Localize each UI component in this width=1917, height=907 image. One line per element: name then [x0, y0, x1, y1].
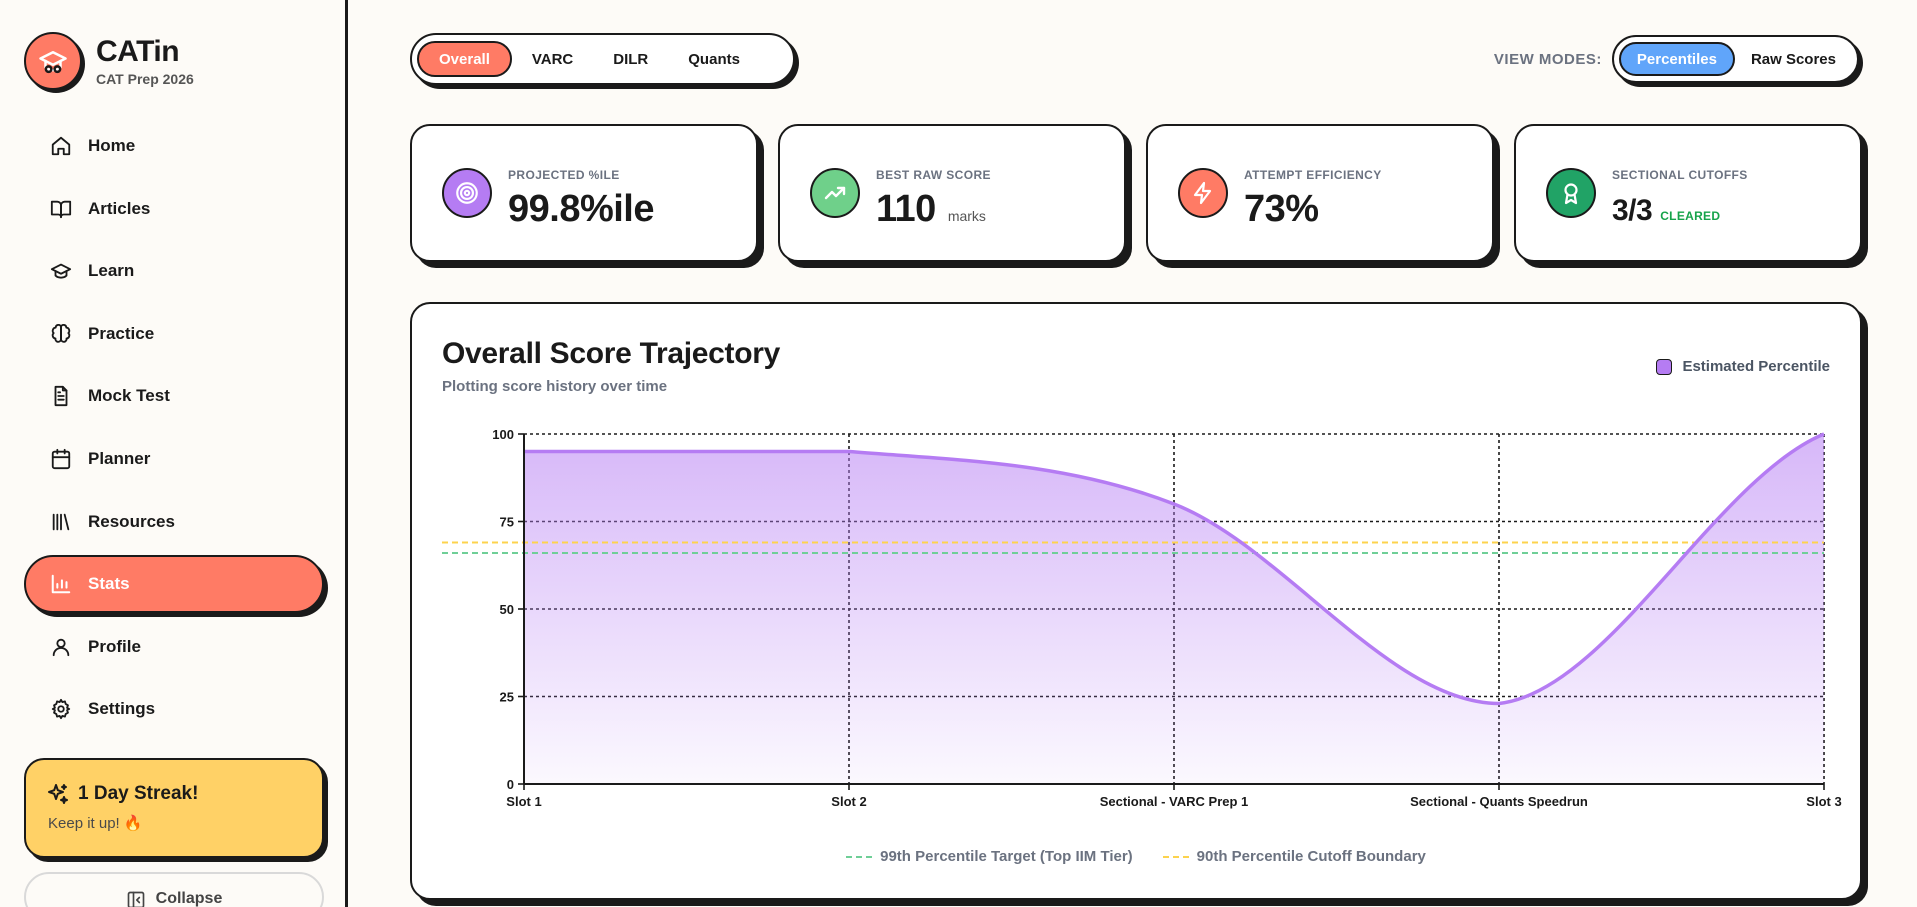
sidebar-item-label: Stats	[88, 574, 130, 594]
x-tick-label: Slot 3	[1806, 794, 1841, 809]
streak-subtitle: Keep it up! 🔥	[48, 815, 143, 832]
stat-card-projected-percentile: PROJECTED %ILE 99.8%ile	[410, 124, 758, 262]
sidebar-item-profile[interactable]: Profile	[24, 618, 324, 676]
chart-panel: Overall Score Trajectory Plotting score …	[410, 302, 1862, 900]
sidebar-item-stats[interactable]: Stats	[24, 555, 324, 614]
trending-up-icon	[810, 168, 860, 218]
stat-label: SECTIONAL CUTOFFS	[1612, 168, 1748, 182]
sparkles-icon	[46, 782, 70, 806]
stat-card-attempt-efficiency: ATTEMPT EFFICIENCY 73%	[1146, 124, 1494, 262]
view-mode-toggle: Percentiles Raw Scores	[1611, 35, 1859, 83]
gear-icon	[48, 696, 74, 722]
award-icon	[1546, 168, 1596, 218]
target-icon	[442, 168, 492, 218]
reference-lines-legend: 99th Percentile Target (Top IIM Tier) 90…	[412, 848, 1860, 865]
graduation-cap-logo-icon	[24, 32, 82, 90]
sidebar-item-label: Mock Test	[88, 386, 170, 406]
sidebar-item-label: Resources	[88, 511, 175, 531]
sidebar-item-learn[interactable]: Learn	[24, 242, 324, 300]
view-modes-label: VIEW MODES:	[1493, 50, 1602, 68]
y-tick-label: 100	[492, 427, 514, 442]
view-modes: VIEW MODES: Percentiles Raw Scores	[1494, 35, 1859, 83]
sidebar-item-resources[interactable]: Resources	[24, 493, 324, 551]
percentiles-mode-button[interactable]: Percentiles	[1618, 42, 1735, 76]
legend-item-90th-cutoff[interactable]: 90th Percentile Cutoff Boundary	[1162, 848, 1426, 865]
chart-legend[interactable]: Estimated Percentile	[1656, 358, 1830, 375]
legend-label: 99th Percentile Target (Top IIM Tier)	[880, 848, 1133, 865]
y-tick-label: 75	[500, 515, 514, 530]
book-icon	[48, 196, 74, 222]
stat-value: 3/3	[1612, 194, 1653, 227]
x-tick-label: Slot 2	[831, 794, 866, 809]
sidebar-item-label: Profile	[88, 636, 141, 656]
streak-card: 1 Day Streak! Keep it up! 🔥	[24, 758, 324, 858]
sidebar-item-label: Articles	[88, 198, 151, 218]
sidebar-item-label: Learn	[88, 261, 135, 281]
legend-swatch	[1656, 358, 1673, 375]
sidebar-item-practice[interactable]: Practice	[24, 305, 324, 363]
sidebar-item-mock-test[interactable]: Mock Test	[24, 367, 324, 425]
file-text-icon	[48, 383, 74, 409]
home-icon	[48, 133, 74, 159]
stat-unit: marks	[947, 208, 986, 224]
stat-value: 110	[876, 188, 936, 230]
brand[interactable]: CATin CAT Prep 2026	[24, 32, 194, 90]
streak-title: 1 Day Streak!	[78, 783, 199, 804]
tab-varc[interactable]: VARC	[531, 50, 574, 68]
legend-item-99th-target[interactable]: 99th Percentile Target (Top IIM Tier)	[846, 848, 1133, 865]
collapse-label: Collapse	[155, 890, 223, 907]
sidebar-item-planner[interactable]: Planner	[24, 430, 324, 488]
stat-label: BEST RAW SCORE	[876, 168, 991, 182]
legend-dash	[1162, 855, 1189, 858]
sidebar-nav: Home Articles Learn Practice Mock Test	[24, 117, 324, 743]
bar-chart-icon	[48, 571, 74, 597]
stat-card-best-raw-score: BEST RAW SCORE 110 marks	[778, 124, 1126, 262]
user-icon	[48, 634, 74, 660]
raw-scores-mode-button[interactable]: Raw Scores	[1750, 50, 1836, 68]
tab-quants[interactable]: Quants	[688, 50, 740, 68]
tab-overall[interactable]: Overall	[417, 41, 512, 77]
stat-label: PROJECTED %ILE	[508, 168, 620, 182]
legend-label: 90th Percentile Cutoff Boundary	[1196, 848, 1426, 865]
brand-title: CATin	[96, 35, 180, 68]
trajectory-chart: 0 25 50 75 100 Slot 1 Slot 2 Sectional - VARC P…	[442, 427, 1842, 809]
sidebar-item-label: Planner	[88, 448, 151, 468]
library-icon	[48, 509, 74, 535]
y-tick-label: 0	[507, 777, 514, 792]
sidebar-item-home[interactable]: Home	[24, 117, 324, 175]
stat-value: 73%	[1244, 188, 1319, 230]
tab-dilr[interactable]: DILR	[613, 50, 649, 68]
chart-subtitle: Plotting score history over time	[442, 378, 668, 395]
legend-label: Estimated Percentile	[1682, 358, 1830, 375]
chart-title: Overall Score Trajectory	[442, 337, 780, 370]
brain-icon	[48, 321, 74, 347]
sidebar-item-label: Home	[88, 136, 136, 155]
x-tick-label: Sectional - Quants Speedrun	[1410, 794, 1588, 809]
sidebar-item-label: Practice	[88, 323, 155, 343]
stat-card-sectional-cutoffs: SECTIONAL CUTOFFS 3/3 CLEARED	[1514, 124, 1862, 262]
x-tick-label: Slot 1	[506, 794, 541, 809]
stat-label: ATTEMPT EFFICIENCY	[1244, 168, 1382, 182]
graduation-cap-icon	[48, 258, 74, 284]
section-tabs: Overall VARC DILR Quants	[410, 33, 795, 85]
stat-value: 99.8%ile	[508, 188, 655, 230]
sidebar-item-articles[interactable]: Articles	[24, 180, 324, 238]
y-tick-label: 50	[500, 602, 514, 617]
series-line	[524, 432, 1825, 706]
sidebar-item-settings[interactable]: Settings	[24, 680, 324, 738]
collapse-button[interactable]: Collapse	[24, 872, 324, 907]
x-tick-label: Sectional - VARC Prep 1	[1100, 794, 1249, 809]
y-tick-label: 25	[500, 690, 514, 705]
zap-icon	[1178, 168, 1228, 218]
series-area	[524, 434, 1824, 784]
legend-dash	[846, 855, 873, 858]
status-badge: CLEARED	[1660, 209, 1721, 223]
sidebar: CATin CAT Prep 2026 Home Articles Learn	[0, 0, 348, 907]
sidebar-item-label: Settings	[88, 699, 156, 719]
brand-subtitle: CAT Prep 2026	[96, 71, 194, 87]
panel-collapse-icon	[126, 890, 146, 907]
calendar-icon	[48, 446, 74, 472]
